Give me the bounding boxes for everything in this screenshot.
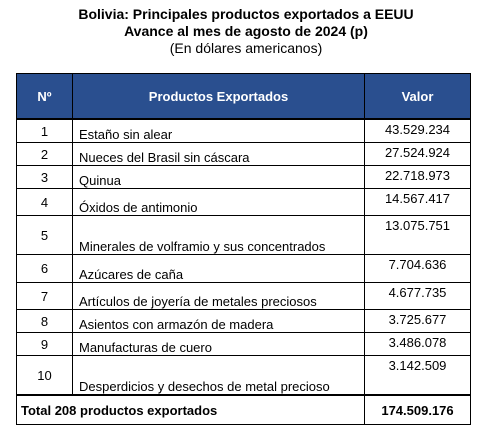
table-row: 4 Óxidos de antimonio 14.567.417 (16, 188, 471, 216)
column-header-number: Nº (16, 73, 73, 120)
row-number: 8 (16, 309, 73, 333)
table-header-row: Nº Productos Exportados Valor (16, 73, 471, 120)
table-row: 10 Desperdicios y desechos de metal prec… (16, 355, 471, 396)
row-value: 43.529.234 (364, 118, 471, 143)
row-product: Nueces del Brasil sin cáscara (72, 142, 365, 166)
table-row: 8 Asientos con armazón de madera 3.725.6… (16, 309, 471, 333)
page-subtitle: Avance al mes de agosto de 2024 (p) (124, 23, 368, 39)
table-row: 6 Azúcares de caña 7.704.636 (16, 254, 471, 283)
total-value: 174.509.176 (364, 394, 471, 425)
row-value: 27.524.924 (364, 142, 471, 166)
row-value: 3.725.677 (364, 309, 471, 333)
exports-table: Nº Productos Exportados Valor 1 Estaño s… (16, 73, 471, 425)
row-number: 5 (16, 215, 73, 255)
title-block: Bolivia: Principales productos exportado… (0, 6, 492, 57)
row-number: 10 (16, 355, 73, 396)
column-header-product: Productos Exportados (72, 73, 365, 120)
page-title: Bolivia: Principales productos exportado… (78, 6, 414, 22)
total-row: Total 208 productos exportados 174.509.1… (16, 394, 471, 425)
table-row: 7 Artículos de joyería de metales precio… (16, 282, 471, 310)
row-product: Azúcares de caña (72, 254, 365, 283)
row-product: Desperdicios y desechos de metal precios… (72, 355, 365, 396)
row-value: 7.704.636 (364, 254, 471, 283)
row-product: Óxidos de antimonio (72, 188, 365, 216)
row-product: Asientos con armazón de madera (72, 309, 365, 333)
currency-note: (En dólares americanos) (169, 40, 323, 56)
row-value: 3.486.078 (364, 332, 471, 356)
table-row: 2 Nueces del Brasil sin cáscara 27.524.9… (16, 142, 471, 166)
row-value: 14.567.417 (364, 188, 471, 216)
table-row: 3 Quinua 22.718.973 (16, 165, 471, 189)
table-row: 1 Estaño sin alear 43.529.234 (16, 118, 471, 143)
row-number: 1 (16, 118, 73, 143)
row-value: 22.718.973 (364, 165, 471, 189)
row-number: 2 (16, 142, 73, 166)
total-label: Total 208 productos exportados (16, 394, 365, 425)
row-product: Manufacturas de cuero (72, 332, 365, 356)
row-product: Quinua (72, 165, 365, 189)
row-number: 9 (16, 332, 73, 356)
row-product: Minerales de volframio y sus concentrado… (72, 215, 365, 255)
table-row: 5 Minerales de volframio y sus concentra… (16, 215, 471, 255)
row-number: 6 (16, 254, 73, 283)
row-product: Artículos de joyería de metales precioso… (72, 282, 365, 310)
row-number: 7 (16, 282, 73, 310)
row-product: Estaño sin alear (72, 118, 365, 143)
row-number: 4 (16, 188, 73, 216)
column-header-value: Valor (364, 73, 471, 120)
row-value: 3.142.509 (364, 355, 471, 396)
row-number: 3 (16, 165, 73, 189)
table-row: 9 Manufacturas de cuero 3.486.078 (16, 332, 471, 356)
row-value: 4.677.735 (364, 282, 471, 310)
row-value: 13.075.751 (364, 215, 471, 255)
